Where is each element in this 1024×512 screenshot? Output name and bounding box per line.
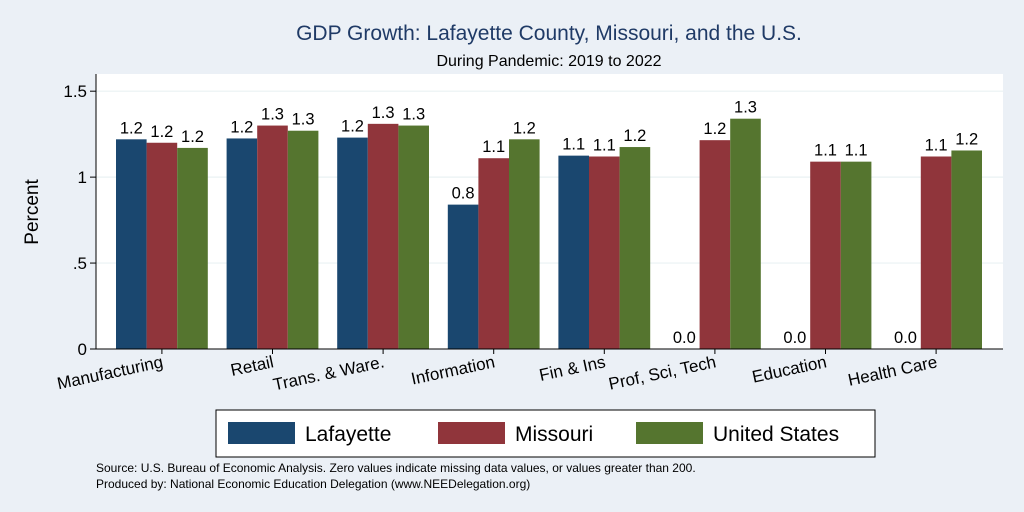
- bar-united-states-3: [509, 139, 540, 349]
- x-tick-label: Fin & Ins: [538, 352, 608, 385]
- y-axis-title: Percent: [22, 179, 43, 245]
- bar-united-states-5: [730, 118, 761, 349]
- data-label: 0.0: [673, 329, 696, 347]
- data-label: 1.2: [230, 118, 253, 136]
- x-tick-label: Education: [750, 352, 828, 386]
- data-label: 1.3: [372, 104, 395, 122]
- data-label: 1.2: [955, 130, 978, 148]
- data-label: 0.0: [894, 329, 917, 347]
- bar-missouri-7: [920, 156, 952, 349]
- data-label: 1.2: [120, 119, 143, 137]
- data-label: 0.0: [783, 329, 806, 347]
- data-label: 1.1: [593, 137, 616, 155]
- chart-title: GDP Growth: Lafayette County, Missouri, …: [296, 22, 802, 45]
- bar-lafayette-3: [447, 204, 479, 349]
- data-label: 1.2: [150, 123, 173, 141]
- legend: Lafayette Missouri United States: [215, 409, 876, 458]
- bar-missouri-5: [699, 140, 731, 349]
- bar-united-states-2: [398, 125, 429, 349]
- x-tick-label: Manufacturing: [55, 352, 164, 393]
- bar-united-states-1: [287, 130, 319, 349]
- bar-lafayette-1: [226, 138, 258, 349]
- bar-united-states-6: [840, 161, 872, 349]
- x-tick-label: Information: [409, 352, 496, 388]
- data-label: 1.1: [814, 142, 837, 160]
- x-tick-label: Retail: [229, 352, 275, 380]
- x-tick-label: Health Care: [846, 352, 939, 389]
- data-label: 1.1: [925, 137, 948, 155]
- y-tick-label: .5: [73, 254, 87, 273]
- bar-lafayette-2: [337, 137, 368, 349]
- legend-swatch: [636, 422, 703, 444]
- bar-missouri-0: [146, 142, 178, 349]
- bar-lafayette-0: [116, 139, 147, 349]
- data-label: 1.2: [181, 128, 204, 146]
- bar-missouri-1: [257, 125, 288, 349]
- bar-missouri-6: [810, 161, 841, 349]
- legend-box: [215, 409, 876, 458]
- bar-united-states-7: [951, 150, 982, 349]
- source-note: Source: U.S. Bureau of Economic Analysis…: [96, 461, 696, 475]
- legend-label: Lafayette: [305, 423, 391, 446]
- legend-swatch: [438, 422, 505, 444]
- data-label: 1.3: [734, 99, 757, 117]
- legend-label: United States: [713, 423, 839, 446]
- y-tick-label: 1.5: [63, 82, 87, 101]
- data-label: 1.2: [341, 118, 364, 136]
- data-label: 1.2: [513, 119, 536, 137]
- data-label: 1.1: [845, 142, 868, 160]
- bar-missouri-3: [478, 158, 509, 349]
- x-tick-label: Prof, Sci, Tech: [607, 352, 718, 393]
- bar-united-states-0: [177, 147, 208, 349]
- data-label: 0.8: [452, 185, 475, 203]
- bar-lafayette-4: [558, 155, 589, 349]
- data-label: 1.3: [402, 106, 425, 124]
- legend-label: Missouri: [515, 423, 593, 446]
- bar-missouri-2: [367, 123, 399, 349]
- y-tick-label: 0: [78, 340, 87, 359]
- data-label: 1.2: [703, 120, 726, 138]
- data-label: 1.1: [482, 138, 505, 156]
- bar-missouri-4: [589, 156, 620, 349]
- y-tick-label: 1: [78, 168, 87, 187]
- chart-subtitle: During Pandemic: 2019 to 2022: [436, 53, 661, 70]
- data-label: 1.3: [261, 106, 284, 124]
- data-label: 1.2: [623, 127, 646, 145]
- data-label: 1.3: [292, 111, 315, 129]
- data-label: 1.1: [562, 136, 585, 154]
- bar-united-states-4: [619, 147, 651, 349]
- legend-swatch: [228, 422, 295, 444]
- x-tick-label: Trans. & Ware.: [271, 352, 386, 394]
- produced-by-note: Produced by: National Economic Education…: [96, 477, 530, 491]
